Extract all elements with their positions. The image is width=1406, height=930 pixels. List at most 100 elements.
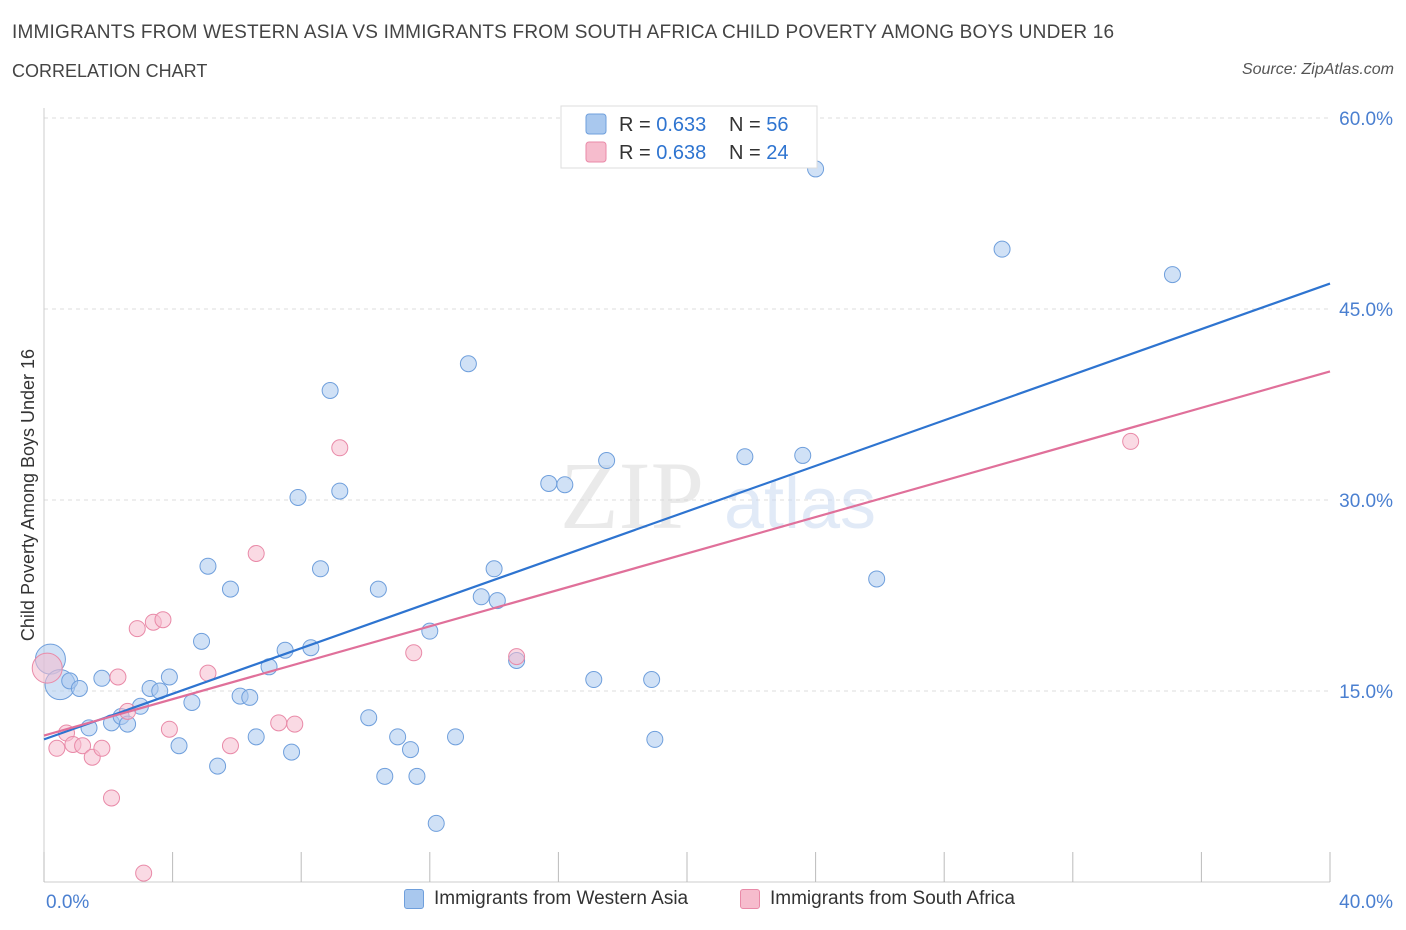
svg-text:R = 0.638: R = 0.638 [619, 142, 706, 164]
trend-line-south-africa [43, 370, 1331, 737]
point-western-asia [485, 560, 503, 578]
point-western-asia [311, 560, 329, 578]
point-south-africa [405, 644, 423, 662]
point-south-africa [331, 439, 349, 457]
chart-title: IMMIGRANTS FROM WESTERN ASIA VS IMMIGRAN… [12, 22, 1115, 43]
y-tick-label: 45.0% [1339, 300, 1393, 321]
point-western-asia [598, 452, 616, 470]
legend-n-value: 24 [766, 142, 788, 164]
point-western-asia [389, 728, 407, 746]
point-south-africa [270, 714, 288, 732]
point-western-asia [646, 730, 664, 748]
point-south-africa [103, 789, 121, 807]
point-south-africa [128, 620, 146, 638]
y-axis-label: Child Poverty Among Boys Under 16 [18, 349, 38, 641]
y-tick-label: 60.0% [1339, 109, 1393, 130]
svg-text:R = 0.633: R = 0.633 [619, 114, 706, 136]
point-western-asia [321, 381, 339, 399]
trend-lines [43, 282, 1331, 741]
point-western-asia [402, 741, 420, 759]
trend-line-western-asia [43, 282, 1331, 741]
x-tick-label: 0.0% [46, 892, 89, 913]
point-western-asia [447, 728, 465, 746]
point-western-asia [93, 669, 111, 687]
point-south-africa [508, 648, 526, 666]
point-western-asia [1163, 266, 1181, 284]
point-western-asia [993, 240, 1011, 258]
point-western-asia [247, 728, 265, 746]
point-south-africa [93, 739, 111, 757]
point-south-africa [48, 739, 66, 757]
point-western-asia [794, 446, 812, 464]
point-western-asia [183, 693, 201, 711]
legend-n-label: N = [729, 142, 766, 164]
point-south-africa [1122, 432, 1140, 450]
point-south-africa [154, 611, 172, 629]
legend-n-label: N = [729, 114, 766, 136]
legend-r-value: 0.638 [656, 142, 706, 164]
y-tick-label: 15.0% [1339, 682, 1393, 703]
legend-r-value: 0.633 [656, 114, 706, 136]
point-western-asia [289, 488, 307, 506]
legend-item-south-africa[interactable]: Immigrants from South Africa [740, 888, 1015, 910]
legend-swatch-south-africa [585, 141, 607, 163]
point-western-asia [170, 737, 188, 755]
series-south-africa [31, 432, 1140, 882]
point-western-asia [472, 588, 490, 606]
point-western-asia [408, 767, 426, 785]
x-tick-label: 40.0% [1339, 892, 1393, 913]
legend-swatch-south-africa [740, 889, 760, 909]
series-western-asia [34, 160, 1181, 832]
point-western-asia [556, 476, 574, 494]
point-western-asia [736, 448, 754, 466]
point-western-asia [376, 767, 394, 785]
point-western-asia [488, 592, 506, 610]
point-western-asia [427, 814, 445, 832]
point-western-asia [540, 474, 558, 492]
svg-text:N = 24: N = 24 [729, 142, 789, 164]
point-western-asia [160, 668, 178, 686]
legend-swatch-western-asia [404, 889, 424, 909]
point-western-asia [221, 580, 239, 598]
point-western-asia [241, 688, 259, 706]
legend-r-label: R = [619, 114, 656, 136]
legend-n-value: 56 [766, 114, 788, 136]
point-western-asia [369, 580, 387, 598]
legend-label: Immigrants from South Africa [770, 888, 1015, 909]
point-south-africa [109, 668, 127, 686]
watermark-atlas: atlas [724, 464, 876, 544]
source-credit: Source: ZipAtlas.com [1241, 61, 1394, 78]
point-south-africa [247, 544, 265, 562]
point-western-asia [585, 671, 603, 689]
watermark-zip: ZIP [560, 442, 704, 549]
point-western-asia [868, 570, 886, 588]
point-western-asia [283, 743, 301, 761]
point-south-africa [160, 720, 178, 738]
legend-label: Immigrants from Western Asia [434, 888, 689, 909]
point-south-africa [31, 652, 63, 684]
legend-r-label: R = [619, 142, 656, 164]
point-western-asia [199, 557, 217, 575]
point-western-asia [70, 679, 88, 697]
point-western-asia [360, 709, 378, 727]
svg-text:N = 56: N = 56 [729, 114, 789, 136]
point-south-africa [286, 715, 304, 733]
legend-bottom: Immigrants from Western Asia Immigrants … [0, 888, 1406, 918]
point-south-africa [135, 864, 153, 882]
tick-labels: 15.0% 30.0% 45.0% 60.0% 0.0% 40.0% [46, 109, 1393, 913]
legend-swatch-western-asia [585, 113, 607, 135]
point-western-asia [331, 482, 349, 500]
axes [43, 108, 1331, 883]
y-tick-label: 30.0% [1339, 491, 1393, 512]
point-western-asia [459, 355, 477, 373]
point-south-africa [221, 737, 239, 755]
point-south-africa [74, 737, 92, 755]
point-western-asia [193, 632, 211, 650]
chart-subtitle: CORRELATION CHART [12, 61, 208, 81]
legend-top: R = 0.633 N = 56 R = 0.638 N = 24 [560, 105, 818, 169]
grid-lines [44, 117, 1330, 692]
point-western-asia [209, 757, 227, 775]
point-western-asia [643, 671, 661, 689]
legend-item-western-asia[interactable]: Immigrants from Western Asia [404, 888, 688, 910]
